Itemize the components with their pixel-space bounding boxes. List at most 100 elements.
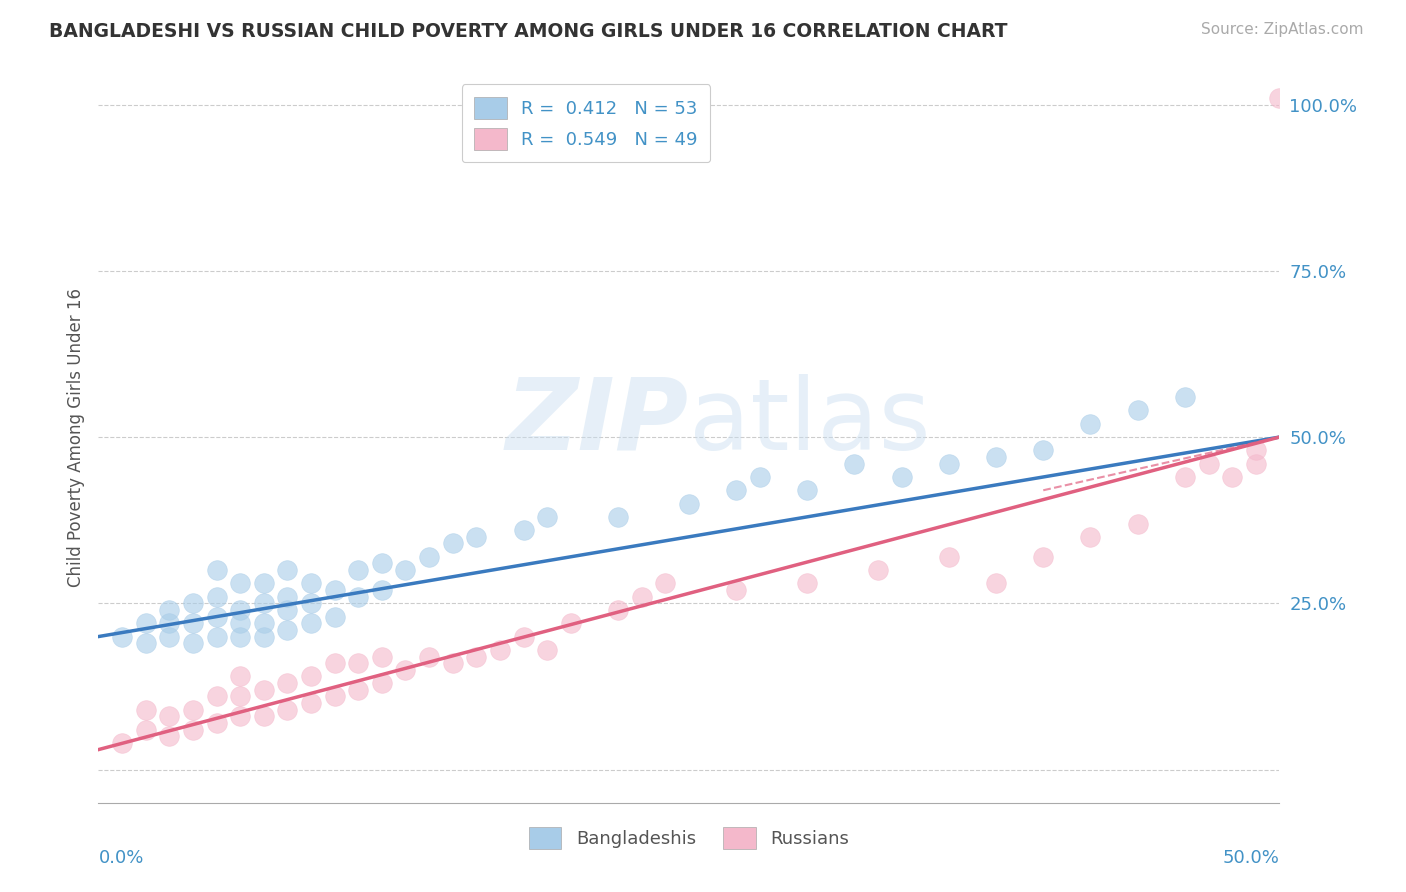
Text: BANGLADESHI VS RUSSIAN CHILD POVERTY AMONG GIRLS UNDER 16 CORRELATION CHART: BANGLADESHI VS RUSSIAN CHILD POVERTY AMO… [49, 22, 1008, 41]
Point [418, 649, 440, 664]
Point [441, 536, 464, 550]
Text: atlas: atlas [689, 374, 931, 471]
Point [748, 470, 770, 484]
Point [347, 656, 370, 670]
Point [394, 663, 416, 677]
Point [1032, 549, 1054, 564]
Point [796, 483, 818, 498]
Text: 50.0%: 50.0% [1223, 849, 1279, 867]
Point [1244, 457, 1267, 471]
Point [347, 563, 370, 577]
Point [654, 576, 676, 591]
Point [276, 603, 298, 617]
Point [984, 450, 1007, 464]
Point [1080, 530, 1102, 544]
Point [725, 483, 748, 498]
Point [489, 643, 512, 657]
Point [181, 723, 204, 737]
Point [607, 603, 630, 617]
Point [229, 616, 252, 631]
Point [441, 656, 464, 670]
Point [512, 630, 534, 644]
Point [157, 709, 180, 723]
Point [299, 576, 322, 591]
Point [299, 596, 322, 610]
Point [418, 549, 440, 564]
Point [181, 636, 204, 650]
Point [229, 709, 252, 723]
Point [630, 590, 652, 604]
Point [111, 736, 134, 750]
Point [205, 563, 228, 577]
Point [323, 582, 346, 597]
Point [111, 630, 134, 644]
Point [1198, 457, 1220, 471]
Point [253, 630, 276, 644]
Point [512, 523, 534, 537]
Point [536, 643, 558, 657]
Point [229, 576, 252, 591]
Point [371, 557, 394, 571]
Point [560, 616, 582, 631]
Point [536, 509, 558, 524]
Point [253, 616, 276, 631]
Point [229, 690, 252, 704]
Point [181, 703, 204, 717]
Point [229, 630, 252, 644]
Y-axis label: Child Poverty Among Girls Under 16: Child Poverty Among Girls Under 16 [66, 287, 84, 587]
Point [205, 690, 228, 704]
Point [1244, 443, 1267, 458]
Point [157, 616, 180, 631]
Point [1174, 470, 1197, 484]
Point [323, 609, 346, 624]
Text: 0.0%: 0.0% [98, 849, 143, 867]
Point [157, 630, 180, 644]
Point [157, 603, 180, 617]
Point [371, 649, 394, 664]
Point [276, 590, 298, 604]
Point [465, 530, 488, 544]
Legend: Bangladeshis, Russians: Bangladeshis, Russians [522, 820, 856, 856]
Point [299, 669, 322, 683]
Point [1268, 91, 1291, 105]
Point [229, 603, 252, 617]
Point [866, 563, 889, 577]
Point [938, 457, 960, 471]
Point [135, 723, 157, 737]
Point [1126, 403, 1149, 417]
Point [157, 729, 180, 743]
Point [1174, 390, 1197, 404]
Point [181, 616, 204, 631]
Point [347, 682, 370, 697]
Point [371, 676, 394, 690]
Text: Source: ZipAtlas.com: Source: ZipAtlas.com [1201, 22, 1364, 37]
Point [229, 669, 252, 683]
Point [276, 703, 298, 717]
Point [205, 609, 228, 624]
Point [465, 649, 488, 664]
Point [347, 590, 370, 604]
Point [253, 596, 276, 610]
Text: ZIP: ZIP [506, 374, 689, 471]
Point [253, 709, 276, 723]
Point [299, 616, 322, 631]
Point [984, 576, 1007, 591]
Point [394, 563, 416, 577]
Point [135, 636, 157, 650]
Point [253, 576, 276, 591]
Point [205, 716, 228, 731]
Point [796, 576, 818, 591]
Point [607, 509, 630, 524]
Point [371, 582, 394, 597]
Point [205, 590, 228, 604]
Point [299, 696, 322, 710]
Point [1126, 516, 1149, 531]
Point [890, 470, 912, 484]
Point [1080, 417, 1102, 431]
Point [253, 682, 276, 697]
Point [678, 497, 700, 511]
Point [205, 630, 228, 644]
Point [135, 703, 157, 717]
Point [181, 596, 204, 610]
Point [725, 582, 748, 597]
